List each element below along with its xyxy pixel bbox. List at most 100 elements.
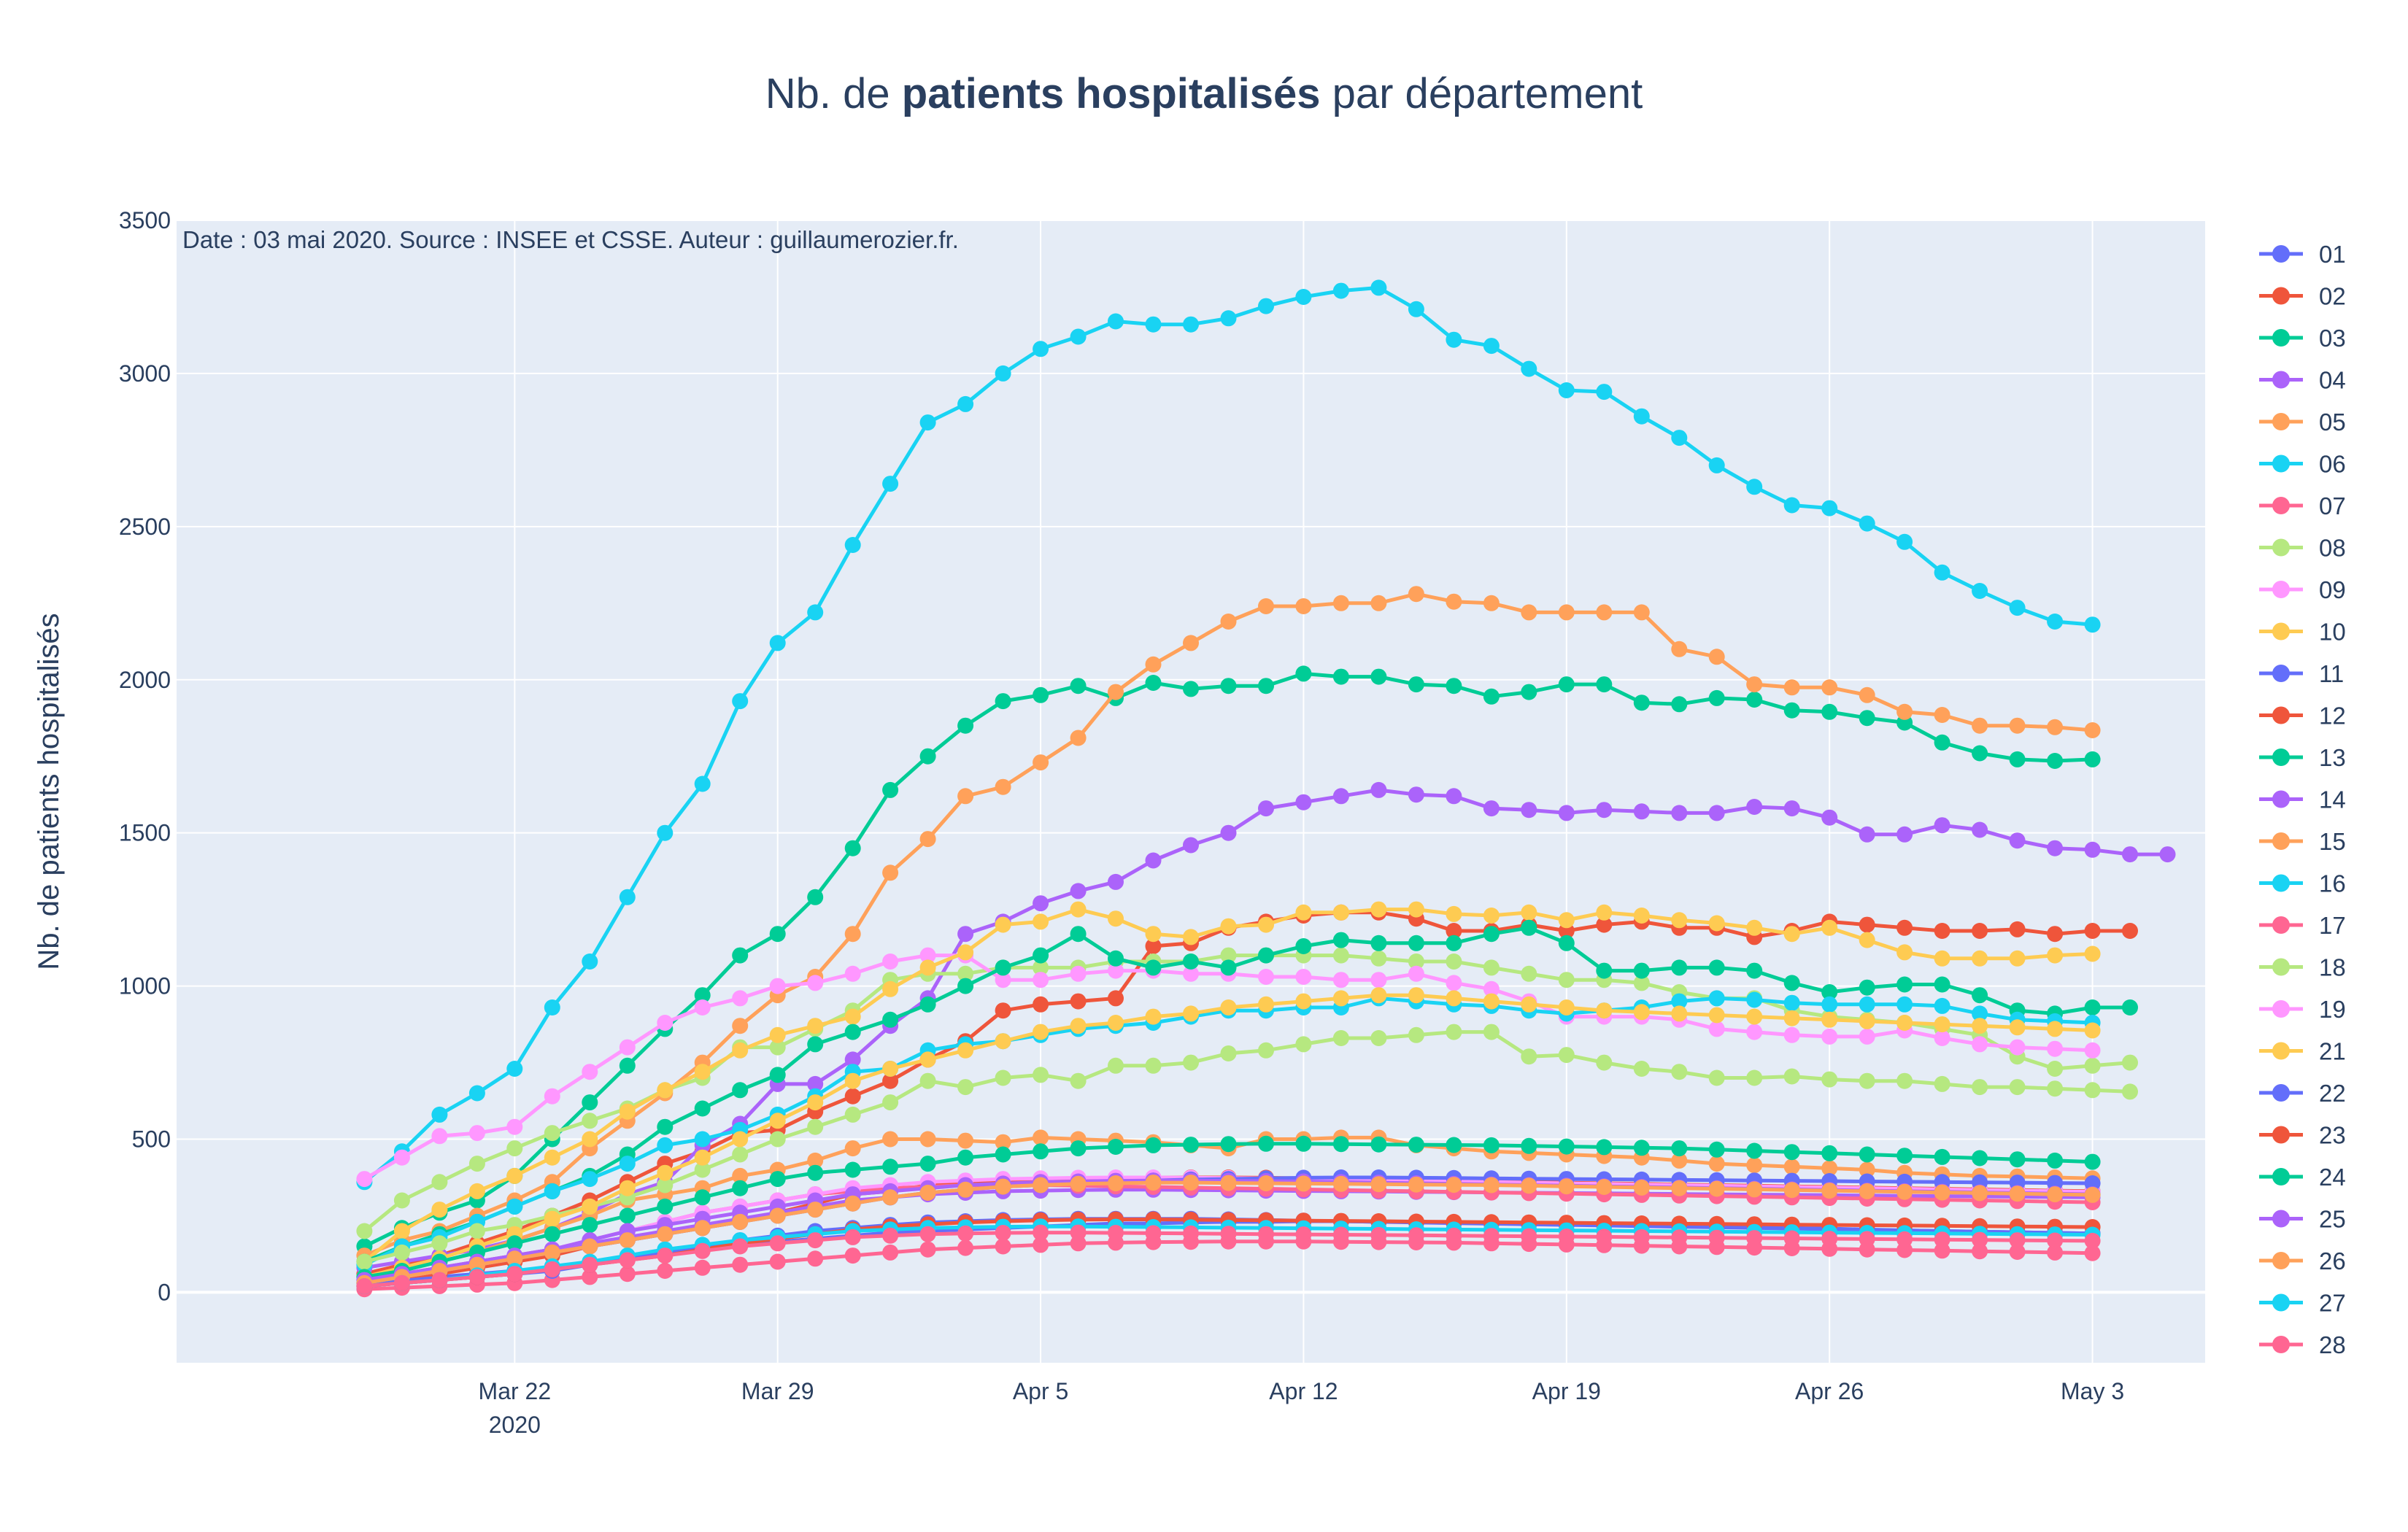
data-point xyxy=(1896,533,1913,550)
series-28 xyxy=(356,1224,2101,1294)
data-point xyxy=(1183,953,1199,970)
legend-item-24[interactable]: 24 xyxy=(2259,1164,2346,1191)
legend-item-22[interactable]: 22 xyxy=(2259,1080,2346,1107)
data-point xyxy=(1370,595,1387,611)
data-point xyxy=(1596,1002,1613,1019)
data-point xyxy=(957,944,974,961)
data-point xyxy=(919,414,936,431)
data-point xyxy=(1070,678,1087,695)
data-point xyxy=(2084,1042,2101,1059)
legend-item-02[interactable]: 02 xyxy=(2259,283,2346,310)
legend-item-28[interactable]: 28 xyxy=(2259,1331,2346,1358)
legend-swatch-marker xyxy=(2272,790,2290,808)
data-point xyxy=(1332,932,1349,948)
legend-item-13[interactable]: 13 xyxy=(2259,744,2346,771)
legend-item-27[interactable]: 27 xyxy=(2259,1290,2346,1317)
series-05 xyxy=(356,586,2101,1264)
legend-item-03[interactable]: 03 xyxy=(2259,325,2346,352)
legend-label: 26 xyxy=(2319,1247,2346,1274)
legend-item-17[interactable]: 17 xyxy=(2259,912,2346,939)
data-point xyxy=(2122,923,2138,939)
data-point xyxy=(544,1088,560,1104)
legend-label: 05 xyxy=(2319,409,2346,436)
data-point xyxy=(957,1042,974,1059)
data-point xyxy=(1183,1225,1199,1242)
legend-item-16[interactable]: 16 xyxy=(2259,870,2346,897)
data-point xyxy=(582,1198,598,1215)
data-point xyxy=(1633,975,1650,991)
data-point xyxy=(356,1253,373,1270)
data-point xyxy=(1332,595,1349,611)
data-point xyxy=(1896,1183,1913,1200)
legend-item-05[interactable]: 05 xyxy=(2259,409,2346,436)
data-point xyxy=(1972,950,1988,967)
data-point xyxy=(1746,1181,1763,1198)
legend-swatch-marker xyxy=(2272,581,2290,598)
data-point xyxy=(1633,908,1650,924)
data-point xyxy=(1145,675,1162,691)
data-point xyxy=(2084,841,2101,858)
legend-item-09[interactable]: 09 xyxy=(2259,576,2346,603)
legend-item-19[interactable]: 19 xyxy=(2259,996,2346,1023)
legend-item-04[interactable]: 04 xyxy=(2259,367,2346,394)
data-point xyxy=(544,1261,560,1277)
data-point xyxy=(1108,1139,1124,1155)
legend-item-11[interactable]: 11 xyxy=(2259,660,2344,687)
data-point xyxy=(1521,1177,1537,1194)
legend-item-01[interactable]: 01 xyxy=(2259,241,2346,268)
data-point xyxy=(1295,1175,1312,1192)
data-point xyxy=(1671,1180,1688,1196)
data-point xyxy=(1821,1028,1838,1045)
y-tick-label: 3000 xyxy=(119,360,171,387)
legend-item-07[interactable]: 07 xyxy=(2259,492,2346,519)
data-point xyxy=(694,1189,711,1206)
legend-item-10[interactable]: 10 xyxy=(2259,619,2346,646)
data-point xyxy=(2084,1057,2101,1074)
data-point xyxy=(1408,935,1424,951)
data-point xyxy=(2159,846,2176,863)
legend-item-18[interactable]: 18 xyxy=(2259,954,2346,981)
data-point xyxy=(1258,1135,1274,1152)
data-point xyxy=(1746,799,1763,815)
data-point xyxy=(1033,1224,1049,1241)
data-point xyxy=(1483,1177,1500,1194)
chart-title-suffix: par département xyxy=(1321,70,1643,117)
data-point xyxy=(1558,972,1575,989)
data-point xyxy=(957,926,974,943)
legend-item-21[interactable]: 21 xyxy=(2259,1038,2346,1065)
data-point xyxy=(2047,840,2064,856)
legend-item-06[interactable]: 06 xyxy=(2259,451,2346,478)
legend-item-26[interactable]: 26 xyxy=(2259,1247,2346,1274)
legend-item-23[interactable]: 23 xyxy=(2259,1122,2346,1149)
legend-item-12[interactable]: 12 xyxy=(2259,703,2346,730)
data-point xyxy=(694,1064,711,1080)
data-point xyxy=(1446,953,1462,970)
legend-item-25[interactable]: 25 xyxy=(2259,1206,2346,1233)
legend-item-14[interactable]: 14 xyxy=(2259,786,2346,813)
data-point xyxy=(393,1149,410,1166)
data-point xyxy=(844,926,861,943)
data-point xyxy=(1821,679,1838,696)
data-point xyxy=(1145,1137,1162,1153)
data-point xyxy=(619,1266,636,1283)
data-point xyxy=(807,1036,824,1053)
legend-item-08[interactable]: 08 xyxy=(2259,535,2346,562)
data-point xyxy=(1332,668,1349,685)
data-point xyxy=(1596,1229,1613,1245)
legend-item-15[interactable]: 15 xyxy=(2259,828,2346,855)
data-point xyxy=(1859,932,1875,948)
data-point xyxy=(844,1106,861,1123)
data-point xyxy=(1934,1184,1950,1201)
data-point xyxy=(506,1167,523,1184)
data-point xyxy=(1783,497,1800,514)
data-point xyxy=(1183,1175,1199,1191)
data-point xyxy=(1108,990,1124,1007)
data-point xyxy=(582,1094,598,1111)
data-point xyxy=(1108,1015,1124,1031)
data-point xyxy=(2047,719,2064,735)
data-point xyxy=(506,1061,523,1077)
data-point xyxy=(1483,1024,1500,1040)
data-point xyxy=(1108,950,1124,967)
legend-swatch-marker xyxy=(2272,1084,2290,1102)
data-point xyxy=(1033,686,1049,703)
